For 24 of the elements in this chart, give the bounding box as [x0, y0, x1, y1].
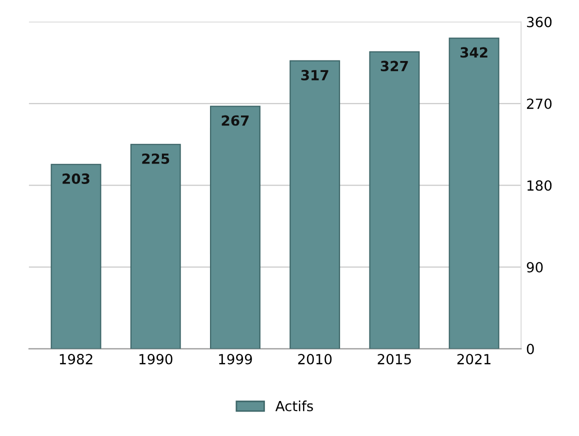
bar: [130, 144, 181, 349]
legend-label: Actifs: [275, 400, 313, 412]
bar: [448, 38, 500, 349]
y-tick-label: 0: [526, 344, 534, 354]
x-tick-label: 2015: [378, 354, 411, 364]
x-tick-label: 2021: [457, 354, 490, 364]
data-label: 327: [380, 60, 408, 72]
bar: [369, 51, 420, 349]
data-label: 203: [62, 173, 90, 184]
data-label: 317: [301, 70, 328, 80]
data-label: 267: [222, 115, 249, 126]
y-tick-label: 90: [526, 262, 543, 273]
bar: [210, 106, 260, 349]
x-tick-label: 1982: [60, 354, 92, 364]
x-tick-label: 2010: [298, 354, 332, 364]
y-tick-label: 270: [526, 98, 552, 110]
y-tick-label: 360: [527, 16, 552, 28]
bar: [50, 164, 102, 349]
x-tick-label: 1990: [139, 354, 172, 364]
y-tick-label: 180: [527, 180, 552, 191]
data-label: 225: [142, 153, 170, 164]
bar: [290, 60, 340, 349]
data-label: 342: [460, 47, 488, 58]
x-tick-label: 1999: [219, 354, 252, 364]
